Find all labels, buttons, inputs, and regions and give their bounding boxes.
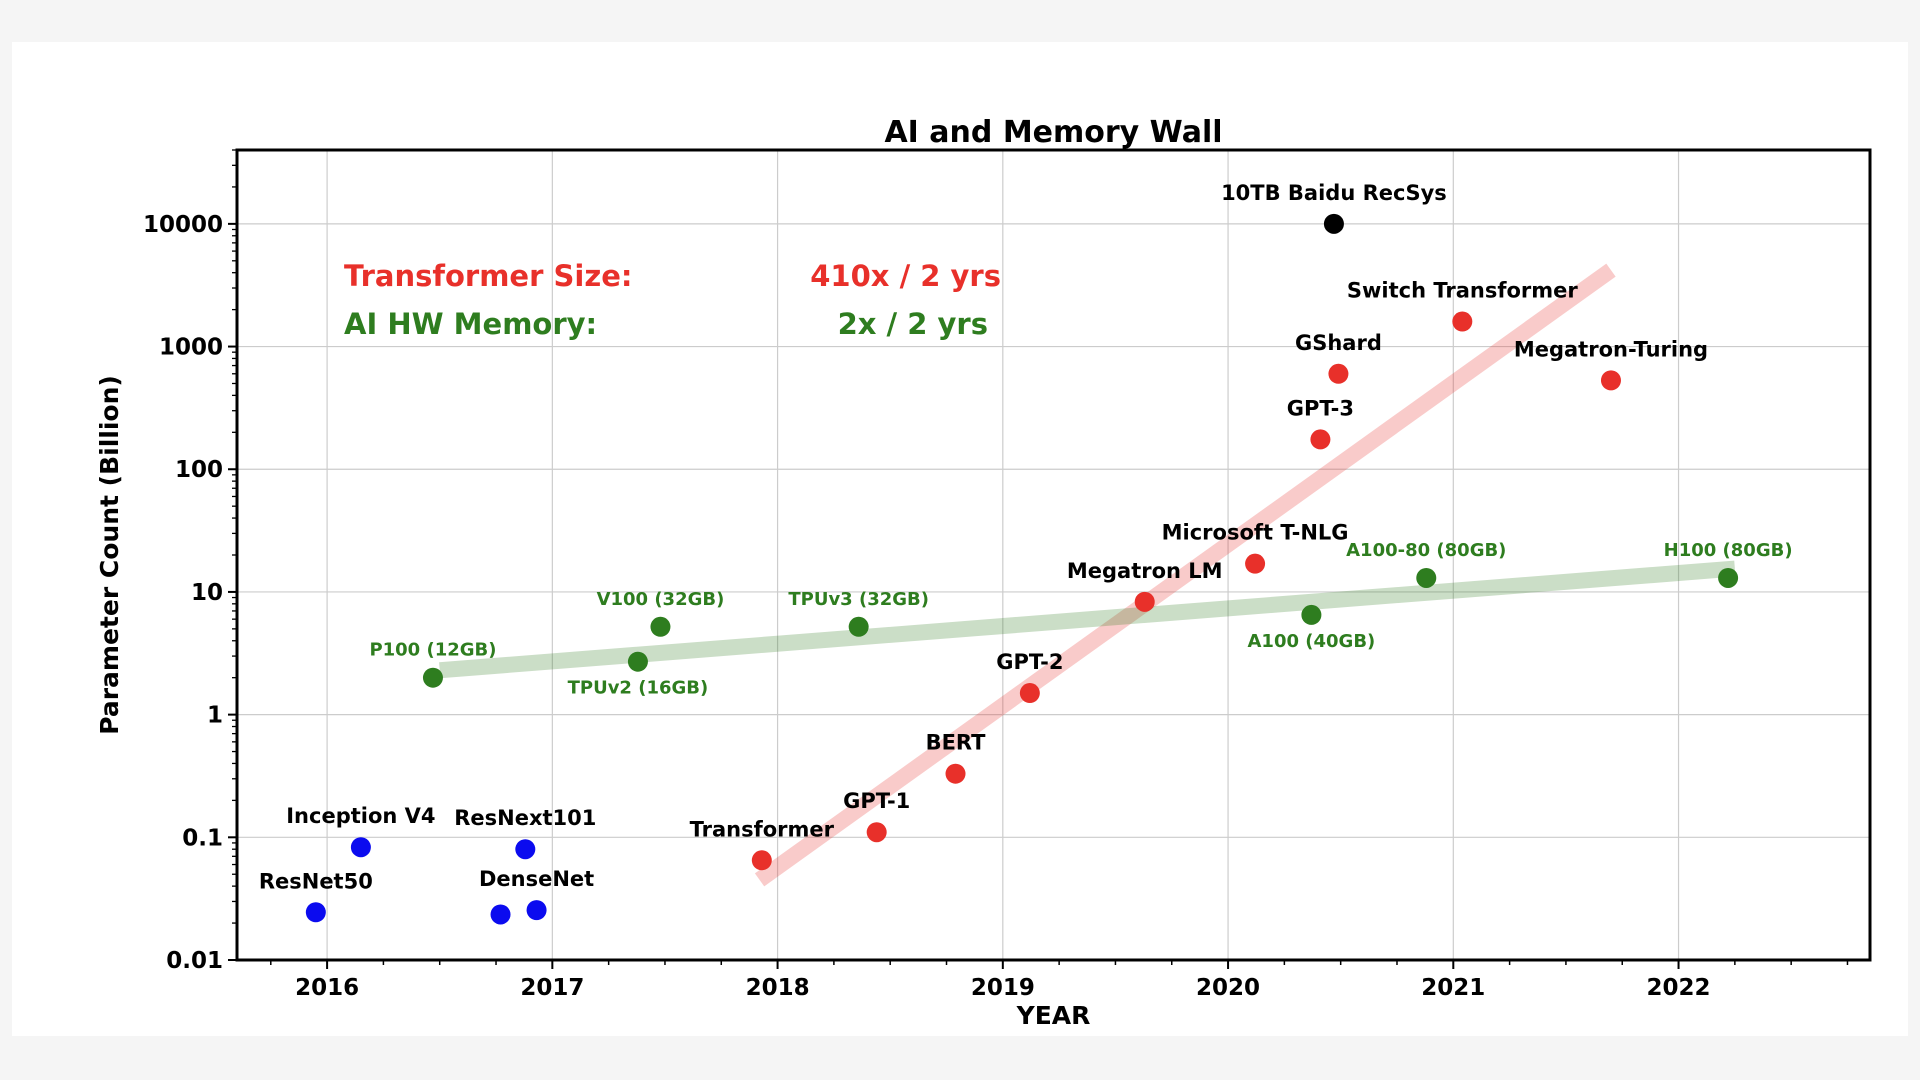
- point-label: Microsoft T-NLG: [1162, 521, 1349, 545]
- point-label: Megatron LM: [1067, 559, 1223, 583]
- x-axis-ticks: 2016 2017 2018 2019 2020 2021 2022: [270, 960, 1849, 1001]
- data-points: [305, 213, 1739, 925]
- annotation-transformer-label: Transformer Size:: [344, 259, 632, 293]
- x-tick-label: 2022: [1647, 975, 1711, 1001]
- chart-title: AI and Memory Wall: [884, 115, 1222, 150]
- y-tick-label: 0.01: [166, 948, 223, 974]
- transformer-trend-line: [754, 263, 1616, 887]
- data-point: [751, 850, 772, 871]
- point-label: V100 (32GB): [597, 589, 725, 610]
- chart-canvas: ResNet50 Inception V4 ResNext101 DenseNet Tr…: [12, 42, 1908, 1036]
- trend-lines: [439, 263, 1736, 887]
- data-point: [1452, 311, 1473, 332]
- data-point: [945, 763, 966, 784]
- data-point: [350, 837, 371, 858]
- data-point: [1245, 553, 1266, 574]
- point-label: Transformer: [690, 817, 835, 841]
- x-tick-label: 2021: [1421, 975, 1485, 1001]
- data-point: [1301, 604, 1322, 625]
- data-point: [1134, 591, 1155, 612]
- data-point: [1323, 213, 1344, 234]
- y-axis-label: Parameter Count (Billion): [95, 375, 124, 735]
- data-point: [1600, 370, 1621, 391]
- point-label: GShard: [1295, 331, 1382, 355]
- data-point: [515, 839, 536, 860]
- growth-annotations: Transformer Size: 410x / 2 yrs AI HW Mem…: [344, 259, 1001, 341]
- data-point: [1718, 567, 1739, 588]
- data-point: [650, 616, 671, 637]
- point-labels: ResNet50 Inception V4 ResNext101 DenseNet Tr…: [259, 181, 1793, 893]
- x-tick-label: 2016: [295, 975, 359, 1001]
- data-point: [1310, 429, 1331, 450]
- point-label: P100 (12GB): [369, 640, 496, 661]
- chart-svg: ResNet50 Inception V4 ResNext101 DenseNet Tr…: [95, 115, 1872, 1030]
- point-label: ResNext101: [454, 806, 596, 830]
- data-point: [627, 651, 648, 672]
- point-label: DenseNet: [479, 867, 594, 891]
- y-tick-label: 100: [175, 457, 223, 483]
- y-tick-label: 1: [207, 703, 223, 729]
- annotation-transformer-rate: 410x / 2 yrs: [810, 259, 1001, 293]
- point-label: TPUv3 (32GB): [788, 589, 929, 610]
- point-label: Inception V4: [286, 804, 435, 828]
- data-point: [848, 616, 869, 637]
- annotation-memory-rate: 2x / 2 yrs: [838, 307, 988, 341]
- data-point: [490, 904, 511, 925]
- data-point: [866, 822, 887, 843]
- point-label: GPT-3: [1287, 396, 1354, 420]
- grid-lines: [237, 150, 1870, 961]
- point-label: GPT-2: [996, 650, 1063, 674]
- x-tick-label: 2017: [520, 975, 584, 1001]
- point-label: A100-80 (80GB): [1346, 540, 1506, 561]
- point-label: 10TB Baidu RecSys: [1221, 181, 1447, 205]
- data-point: [1019, 683, 1040, 704]
- annotation-memory-label: AI HW Memory:: [344, 307, 597, 341]
- x-tick-label: 2019: [971, 975, 1035, 1001]
- point-label: H100 (80GB): [1664, 540, 1793, 561]
- data-point: [422, 667, 443, 688]
- y-tick-label: 1000: [159, 335, 223, 361]
- y-tick-label: 10000: [143, 212, 223, 238]
- point-label: A100 (40GB): [1248, 631, 1376, 652]
- point-label: Switch Transformer: [1347, 279, 1579, 303]
- point-label: GPT-1: [843, 789, 910, 813]
- point-label: BERT: [926, 731, 987, 755]
- data-point: [526, 900, 547, 921]
- data-point: [1328, 363, 1349, 384]
- data-point: [305, 902, 326, 923]
- y-axis-ticks: 0.01 0.1 1 10 100 1000 10000: [143, 149, 237, 974]
- point-label: ResNet50: [259, 869, 373, 893]
- y-tick-label: 10: [191, 580, 223, 606]
- point-label: Megatron-Turing: [1514, 337, 1708, 361]
- x-tick-label: 2020: [1196, 975, 1260, 1001]
- memory-trend-line: [439, 560, 1736, 679]
- x-axis-label: YEAR: [1016, 1001, 1091, 1030]
- x-tick-label: 2018: [746, 975, 810, 1001]
- y-tick-label: 0.1: [182, 825, 223, 851]
- point-label: TPUv2 (16GB): [568, 678, 709, 699]
- data-point: [1416, 567, 1437, 588]
